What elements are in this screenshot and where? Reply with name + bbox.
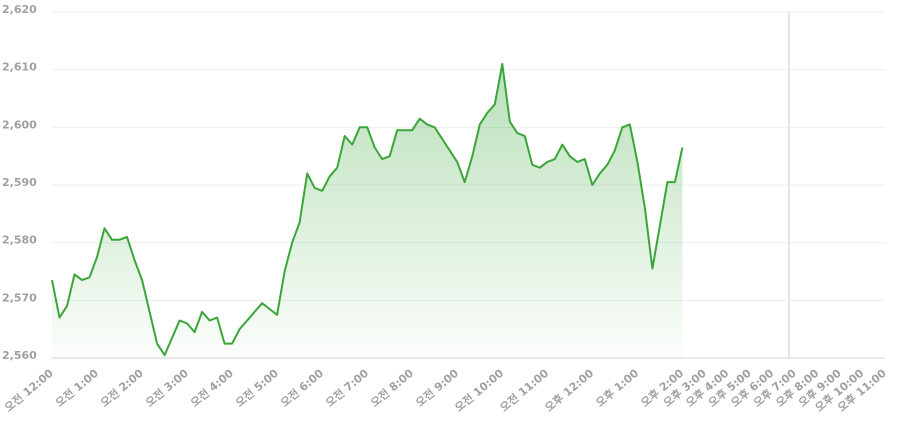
x-tick-label: 오전 12:00 — [2, 366, 57, 415]
y-tick-label: 2,590 — [2, 176, 37, 189]
x-tick-label: 오전 8:00 — [368, 366, 417, 410]
x-tick-label: 오후 12:00 — [542, 366, 597, 415]
x-tick-label: 오전 10:00 — [452, 366, 507, 415]
x-tick-label: 오전 5:00 — [233, 366, 282, 410]
x-tick-label: 오전 2:00 — [98, 366, 147, 410]
line — [51, 62, 684, 357]
y-tick-label: 2,600 — [2, 118, 37, 131]
y-tick-label: 2,570 — [2, 291, 37, 304]
y-tick-label: 2,610 — [2, 61, 37, 74]
y-tick-label: 2,620 — [2, 3, 37, 16]
x-tick-label: 오전 3:00 — [143, 366, 192, 410]
area — [52, 63, 683, 359]
x-tick-label: 오전 6:00 — [278, 366, 327, 410]
x-tick-label: 오전 1:00 — [52, 366, 101, 410]
x-tick-label: 오전 4:00 — [188, 366, 237, 410]
x-tick-label: 오후 1:00 — [593, 366, 642, 410]
y-tick-label: 2,580 — [2, 234, 37, 247]
x-tick-label: 오전 11:00 — [497, 366, 552, 415]
y-tick-label: 2,560 — [2, 349, 37, 362]
x-tick-label: 오전 7:00 — [323, 366, 372, 410]
